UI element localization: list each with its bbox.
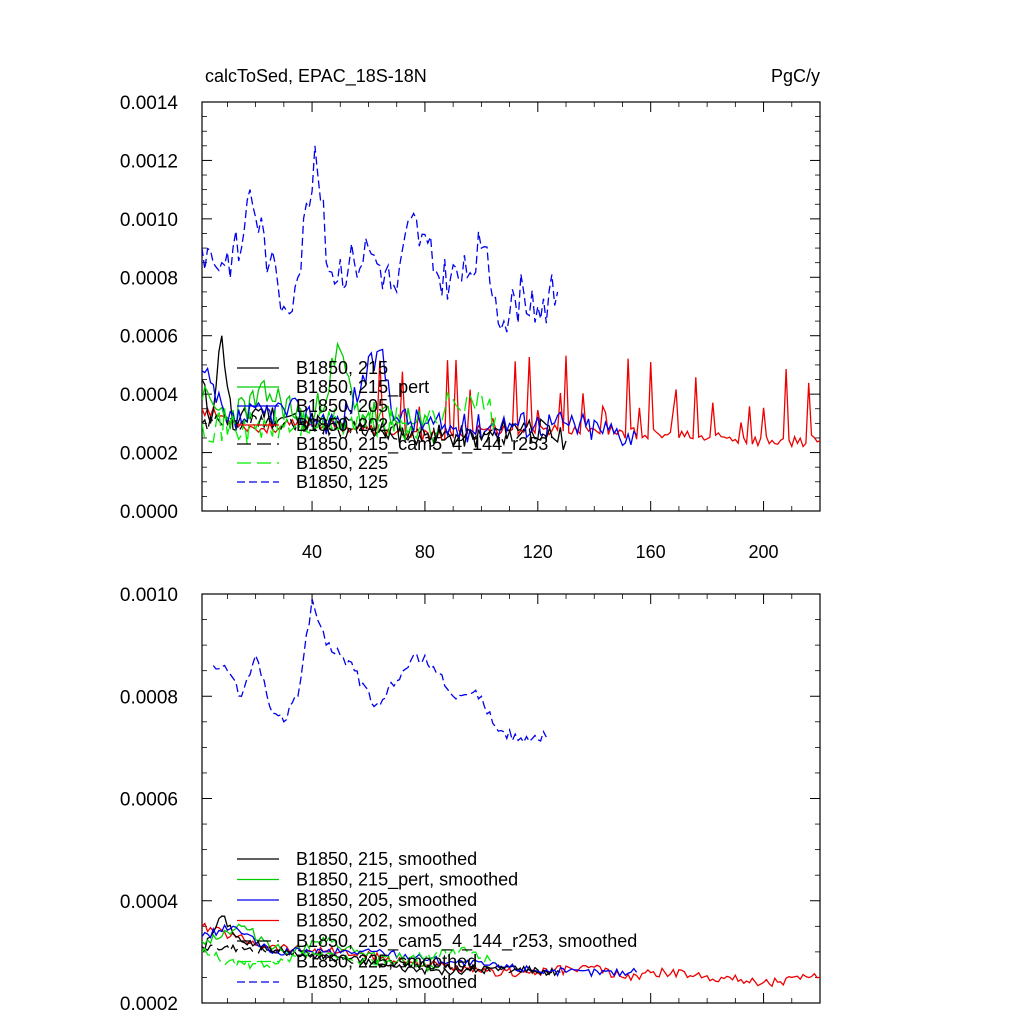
x-tick-label: 40 (302, 542, 322, 562)
top-panel: 40 80 120 160 200 0.0000 0.0002 0.0004 0.0006 0.0… (120, 93, 821, 562)
y-tick-label: 0.0006 (120, 327, 178, 348)
legend-label: B1850, 202, smoothed (296, 911, 477, 931)
legend-label: B1850, 215_cam5_4_144_r253, smoothed (296, 931, 637, 952)
chart-title: calcToSed, EPAC_18S-18N (205, 66, 427, 87)
series-line (202, 145, 559, 333)
y-tick-label: 0.0004 (120, 385, 179, 406)
legend-label: B1850, 225 (296, 453, 388, 473)
bottom-panel: 0.0002 0.0004 0.0006 0.0008 0.0010 B1850, 215… (120, 585, 821, 1015)
legend-label: B1850, 205 (296, 396, 388, 416)
legend-label: B1850, 205, smoothed (296, 890, 477, 910)
legend-label: B1850, 215_pert (296, 377, 429, 398)
y-tick-label: 0.0000 (120, 502, 178, 523)
y-tick-label: 0.0010 (120, 210, 178, 231)
y-tick-label: 0.0010 (120, 585, 178, 606)
legend-label: B1850, 125, smoothed (296, 972, 477, 992)
x-tick-label: 120 (523, 542, 553, 562)
legend-label: B1850, 215_cam5_4_144_r253 (296, 434, 548, 455)
y-tick-label: 0.0008 (120, 268, 178, 289)
legend-label: B1850, 202 (296, 415, 388, 435)
x-tick-label: 160 (636, 542, 666, 562)
x-tick-label: 200 (749, 542, 779, 562)
y-tick-label: 0.0012 (120, 151, 178, 172)
y-tick-label: 0.0004 (120, 892, 179, 913)
series-group (202, 145, 820, 450)
series-line (202, 355, 820, 449)
y-tick-label: 0.0014 (120, 93, 179, 114)
x-tick-label: 80 (415, 542, 435, 562)
chart-units: PgC/y (771, 66, 820, 86)
legend-label: B1850, 215, smoothed (296, 849, 477, 869)
legend-label: B1850, 215 (296, 358, 388, 378)
legend-label: B1850, 125 (296, 472, 388, 492)
series-line (202, 412, 553, 447)
series-line (212, 598, 547, 744)
series-group (202, 598, 820, 988)
series-line (202, 946, 496, 970)
series-line (202, 348, 638, 447)
series-line (202, 923, 440, 973)
y-tick-label: 0.0002 (120, 994, 178, 1015)
legend-label: B1850, 225, smoothed (296, 952, 477, 972)
y-tick-label: 0.0006 (120, 790, 178, 811)
legend-label: B1850, 215_pert, smoothed (296, 870, 518, 891)
y-tick-label: 0.0008 (120, 687, 178, 708)
series-line (202, 390, 497, 445)
y-tick-label: 0.0002 (120, 444, 178, 465)
